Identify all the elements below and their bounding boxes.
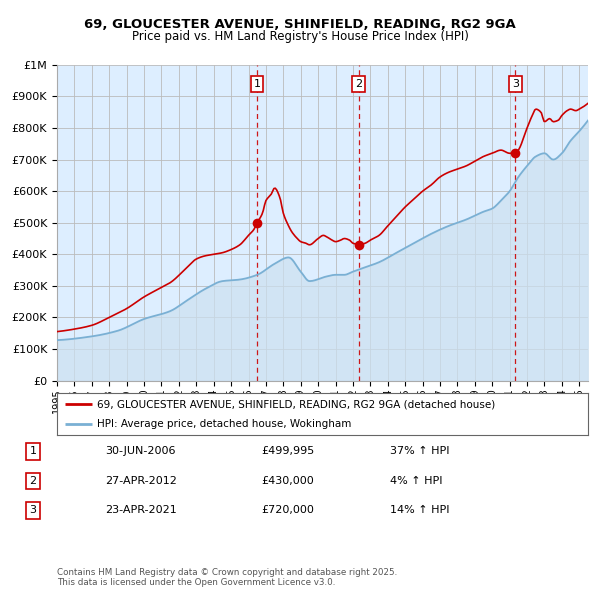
Text: Price paid vs. HM Land Registry's House Price Index (HPI): Price paid vs. HM Land Registry's House …: [131, 30, 469, 43]
Text: 69, GLOUCESTER AVENUE, SHINFIELD, READING, RG2 9GA (detached house): 69, GLOUCESTER AVENUE, SHINFIELD, READIN…: [97, 399, 495, 409]
Text: 3: 3: [29, 506, 37, 515]
Text: 30-JUN-2006: 30-JUN-2006: [105, 447, 176, 456]
Text: £720,000: £720,000: [261, 506, 314, 515]
Text: 3: 3: [512, 79, 519, 89]
Text: 69, GLOUCESTER AVENUE, SHINFIELD, READING, RG2 9GA: 69, GLOUCESTER AVENUE, SHINFIELD, READIN…: [84, 18, 516, 31]
Text: 1: 1: [29, 447, 37, 456]
Text: HPI: Average price, detached house, Wokingham: HPI: Average price, detached house, Woki…: [97, 419, 351, 429]
Text: 37% ↑ HPI: 37% ↑ HPI: [390, 447, 449, 456]
Text: 14% ↑ HPI: 14% ↑ HPI: [390, 506, 449, 515]
Text: 23-APR-2021: 23-APR-2021: [105, 506, 177, 515]
Text: 1: 1: [254, 79, 261, 89]
Text: 4% ↑ HPI: 4% ↑ HPI: [390, 476, 443, 486]
Text: £499,995: £499,995: [261, 447, 314, 456]
Text: £430,000: £430,000: [261, 476, 314, 486]
Text: 2: 2: [355, 79, 362, 89]
Text: 27-APR-2012: 27-APR-2012: [105, 476, 177, 486]
Text: 2: 2: [29, 476, 37, 486]
Text: Contains HM Land Registry data © Crown copyright and database right 2025.
This d: Contains HM Land Registry data © Crown c…: [57, 568, 397, 587]
